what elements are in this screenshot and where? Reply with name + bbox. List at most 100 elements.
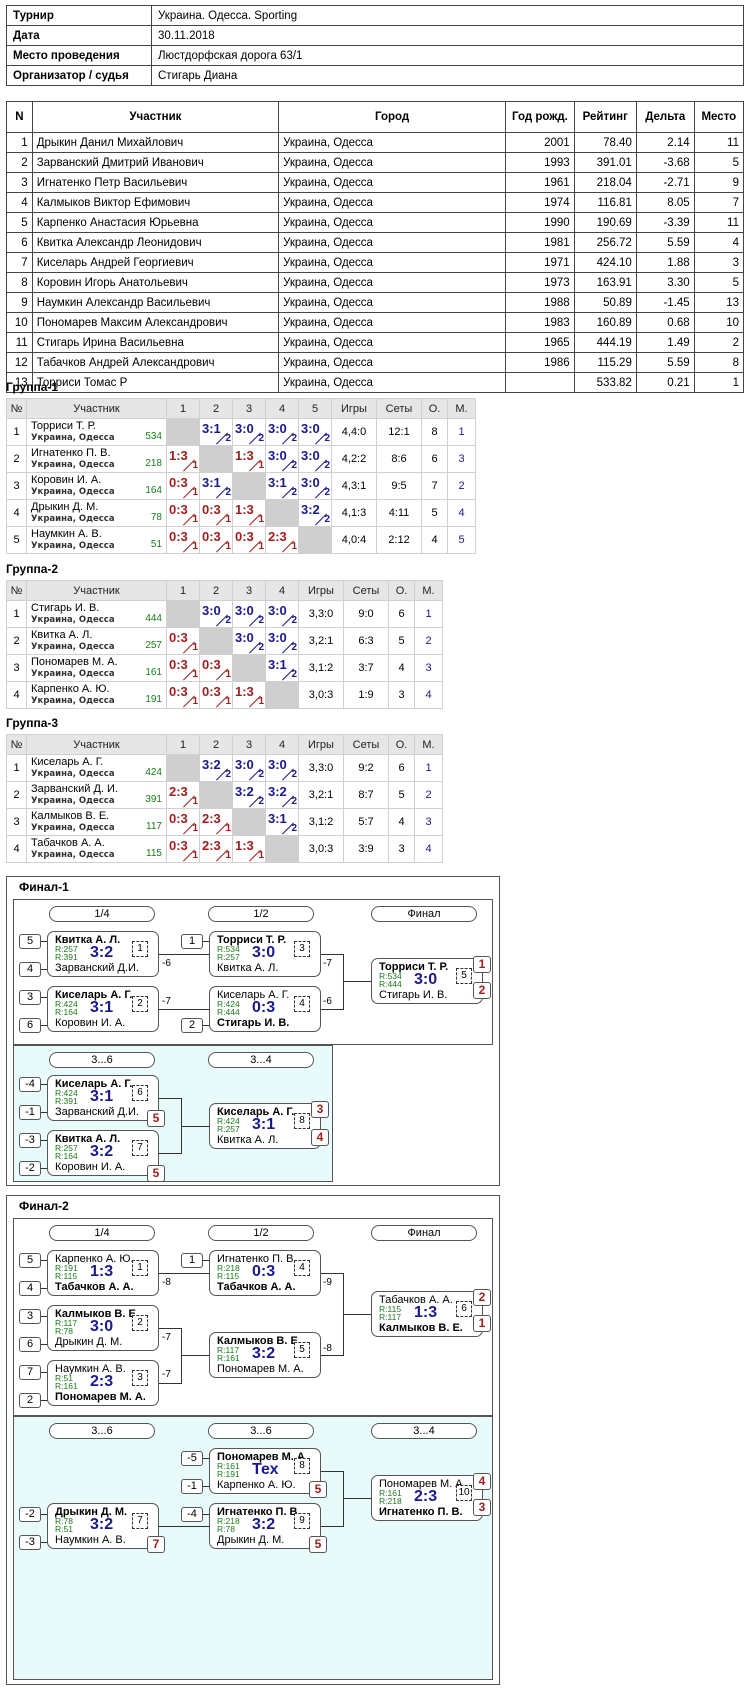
self-cell — [232, 654, 266, 682]
score-cell: 0:3 1 — [199, 526, 233, 554]
score-cell: 3:0 2 — [265, 445, 299, 473]
match-score: 3:2 — [202, 757, 221, 772]
match-score: 0:3 — [252, 1263, 276, 1280]
points-cell: 6 — [388, 600, 415, 628]
match-score: 1:3 — [235, 684, 254, 699]
column-header: № — [6, 580, 27, 601]
table-cell: 190.69 — [573, 212, 637, 233]
match-box: Пономарев М. А. R:161 R:191 Тех 8 Карпенко А.… — [209, 1448, 321, 1494]
player-one-name: Игнатенко П. В. — [217, 1253, 297, 1265]
table-cell: Зарванский Дмитрий Иванович — [31, 152, 280, 173]
match-score: 2:3 — [202, 811, 221, 826]
column-header: 1 — [166, 734, 200, 755]
match-result: 3:1 2 — [200, 420, 232, 445]
match-score: 0:3 — [169, 811, 188, 826]
match-result: 0:3 1 — [167, 501, 199, 526]
match-box: Калмыков В. Е. R:117 R:161 3:2 5 Пономарев М.… — [209, 1332, 321, 1378]
final-2-consolation-bracket: 3...6 3...6 3...4 -5 -1 -4 -2 -3 Пономар… — [13, 1416, 493, 1680]
table-cell: 1.88 — [635, 252, 695, 273]
match-score: 3:0 — [301, 421, 320, 436]
table-row: 3 Игнатенко Петр Васильевич Украина, Одесс… — [6, 172, 745, 193]
match-result: 3:0 2 — [266, 629, 298, 654]
seed-box: 2 — [19, 1393, 41, 1408]
seed-box: -1 — [181, 1479, 203, 1494]
table-cell: 1971 — [505, 252, 575, 273]
player-one-rating: R:218 — [217, 1263, 240, 1273]
table-cell: 1961 — [505, 172, 575, 193]
points-cell: 5 — [388, 627, 415, 655]
match-score: 3:2 — [252, 1516, 276, 1533]
table-row: 10 Пономарев Максим Александрович Украина,… — [6, 312, 745, 333]
group-2-title: Группа-2 — [6, 562, 59, 576]
table-cell: 2 — [693, 332, 745, 353]
match-points: 2 — [291, 460, 297, 471]
seed-box: -3 — [19, 1133, 41, 1148]
player-two-name: Зарванский Д.И. — [55, 1106, 139, 1118]
match-number: 3 — [132, 1370, 148, 1386]
match-result: 3:0 2 — [233, 629, 265, 654]
participant-rating: 444 — [145, 613, 162, 624]
column-header: О. — [388, 580, 415, 601]
player-two-rating: R:78 — [217, 1524, 235, 1534]
match-points: 2 — [225, 615, 231, 626]
column-header: Игры — [331, 398, 377, 419]
seed-box: -2 — [19, 1507, 41, 1522]
place-box: 7 — [147, 1536, 165, 1553]
match-box: Квитка А. Л. R:257 R:164 3:2 7 Коровин И. А. — [47, 1130, 159, 1176]
score-cell: 2:3 1 — [265, 526, 299, 554]
score-cell: 1:3 1 — [232, 681, 266, 709]
participant-name: Калмыков В. Е. — [31, 810, 110, 822]
column-header: Год рожд. — [505, 101, 575, 133]
participant-city: Украина, Одесса — [31, 487, 115, 497]
match-score: 3:1 — [202, 475, 221, 490]
score-cell: 3:1 2 — [265, 654, 299, 682]
match-result: 1:3 1 — [233, 837, 265, 862]
table-cell: Украина, Одесса — [278, 332, 507, 353]
table-cell: 444.19 — [573, 332, 637, 353]
column-header: Игры — [298, 734, 344, 755]
player-one-rating: R:117 — [217, 1345, 240, 1355]
sets-cell: 3:7 — [343, 654, 389, 682]
table-cell: Табачков Андрей Александрович — [31, 352, 280, 373]
participant-rating: 191 — [145, 694, 162, 705]
seed-box: 5 — [19, 1253, 41, 1268]
match-score: 0:3 — [169, 684, 188, 699]
info-row: Дата 30.11.2018 — [6, 25, 744, 46]
player-one-rating: R:218 — [217, 1516, 240, 1526]
final-1-title: Финал-1 — [19, 880, 69, 894]
points-cell: 3 — [388, 681, 415, 709]
match-box: Игнатенко П. В. R:218 R:115 0:3 4 Табачков А.… — [209, 1250, 321, 1296]
match-result: 3:1 2 — [266, 810, 298, 835]
points-cell: 6 — [388, 754, 415, 782]
match-result: 0:3 1 — [167, 528, 199, 553]
points-cell: 7 — [421, 472, 448, 500]
participant-rating: 391 — [145, 794, 162, 805]
player-one-name: Наумкин А. В. — [55, 1363, 126, 1375]
participant-name: Квитка А. Л. — [31, 629, 93, 641]
player-two-rating: R:164 — [55, 1151, 78, 1161]
table-cell: 9 — [6, 292, 33, 313]
player-two-name: Стигарь И. В. — [217, 1017, 290, 1029]
table-cell: 10 — [693, 312, 745, 333]
match-number: 4 — [294, 1260, 310, 1276]
match-number: 1 — [132, 1260, 148, 1276]
table-cell: 5 — [693, 272, 745, 293]
match-points: 2 — [324, 487, 330, 498]
info-key: Дата — [6, 25, 152, 46]
final-1-main-bracket: 1/4 1/2 Финал 5 4 3 6 1 2 Квитка А. Л. R:… — [13, 899, 493, 1045]
place-cell: 4 — [414, 835, 443, 863]
self-cell — [199, 627, 233, 655]
participant-name: Табачков А. А. — [31, 837, 105, 849]
final-2-panel: Финал-2 1/4 1/2 Финал 5 4 3 6 7 2 1 Карп… — [6, 1195, 500, 1685]
participant-city: Украина, Одесса — [31, 823, 115, 833]
player-one-name: Торриси Т. Р. — [217, 934, 287, 946]
match-result: 3:2 2 — [299, 501, 331, 526]
column-header: 5 — [298, 398, 332, 419]
match-points: 2 — [291, 669, 297, 680]
match-result: 2:3 1 — [266, 528, 298, 553]
group-1-table: № Участник 1 2 3 4 5 Игры Сеты О. М. 1 Торриси Т. Р.… — [6, 398, 476, 554]
sets-cell: 9:2 — [343, 754, 389, 782]
table-cell: 1990 — [505, 212, 575, 233]
table-cell: Украина, Одесса — [278, 132, 507, 153]
score-cell: 3:1 2 — [265, 808, 299, 836]
